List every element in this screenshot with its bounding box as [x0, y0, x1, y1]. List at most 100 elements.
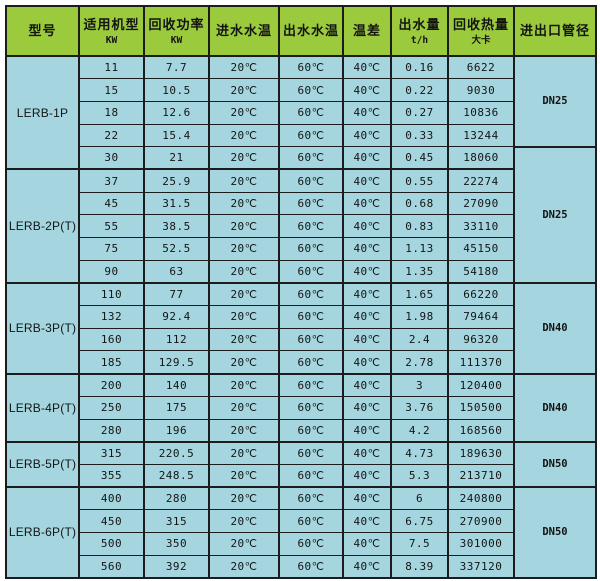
- temp-diff-cell: 40℃: [342, 281, 391, 306]
- header-cell-applicable-kw: 适用机型 KW: [78, 5, 144, 57]
- header-label: 适用机型: [83, 16, 140, 32]
- inlet-temp-cell: 20℃: [208, 418, 279, 442]
- table-row: LERB-1P 11 7.7 20℃ 60℃ 40℃ 0.16 6622 DN25: [5, 55, 596, 170]
- table-row: LERB-2P(T) 37 25.9 20℃ 60℃ 40℃ 0.55 22274: [5, 168, 596, 283]
- applicable-kw-cell: 15: [78, 78, 144, 102]
- temp-diff-cell: 40℃: [342, 191, 391, 215]
- heat-cell: 79464: [447, 305, 514, 329]
- heat-cell: 9030: [447, 78, 514, 102]
- applicable-kw-cell: 11: [78, 55, 144, 79]
- temp-diff-cell: 40℃: [342, 463, 391, 488]
- pipe-cell: DN40: [513, 281, 596, 374]
- applicable-kw-cell: 90: [78, 259, 144, 283]
- outlet-temp-cell: 60℃: [278, 146, 343, 170]
- outlet-temp-cell: 60℃: [278, 123, 343, 147]
- inlet-temp-cell: 20℃: [208, 123, 279, 147]
- outlet-temp-cell: 60℃: [278, 440, 343, 465]
- heat-cell: 96320: [447, 327, 514, 351]
- inlet-temp-cell: 20℃: [208, 281, 279, 306]
- temp-diff-cell: 40℃: [342, 123, 391, 147]
- inlet-temp-cell: 20℃: [208, 440, 279, 465]
- table-row: 185 129.5 20℃ 60℃ 40℃ 2.78 111370: [6, 350, 596, 374]
- temp-diff-cell: 40℃: [342, 350, 391, 374]
- temp-diff-cell: 40℃: [342, 214, 391, 238]
- flow-cell: 6: [390, 486, 448, 510]
- flow-cell: 1.13: [390, 237, 448, 261]
- heat-cell: 301000: [447, 531, 514, 556]
- flow-cell: 0.55: [390, 168, 448, 193]
- header-sublabel: KW: [170, 34, 183, 46]
- heat-cell: 33110: [447, 214, 514, 238]
- flow-cell: 3.76: [390, 395, 448, 419]
- recovery-kw-cell: 220.5: [143, 440, 209, 465]
- model-cell: LERB-5P(T): [5, 440, 79, 488]
- recovery-kw-cell: 31.5: [143, 191, 209, 215]
- temp-diff-cell: 40℃: [342, 327, 391, 351]
- table-row: LERB-6P(T) 400 280 20℃ 60℃ 40℃ 6 240800 DN50: [5, 486, 596, 578]
- table-row: 560 392 20℃ 60℃ 40℃ 8.39 337120: [6, 554, 596, 578]
- table-row: LERB-5P(T) 315 220.5 20℃ 60℃ 40℃ 4.73 189630 DN5…: [5, 440, 596, 488]
- outlet-temp-cell: 60℃: [278, 281, 343, 306]
- temp-diff-cell: 40℃: [342, 259, 391, 283]
- applicable-kw-cell: 500: [78, 531, 144, 556]
- temp-diff-cell: 40℃: [342, 100, 391, 125]
- flow-cell: 0.27: [390, 100, 448, 125]
- temp-diff-cell: 40℃: [342, 168, 391, 193]
- table-row: 450 315 20℃ 60℃ 40℃ 6.75 270900: [6, 509, 596, 533]
- header-label: 进水水温: [215, 22, 272, 38]
- header-label: 回收热量: [452, 16, 509, 32]
- temp-diff-cell: 40℃: [342, 418, 391, 442]
- header-sublabel: t/h: [410, 34, 429, 46]
- recovery-kw-cell: 15.4: [143, 123, 209, 147]
- table-row: 280 196 20℃ 60℃ 40℃ 4.2 168560: [6, 418, 596, 442]
- outlet-temp-cell: 60℃: [278, 100, 343, 125]
- temp-diff-cell: 40℃: [342, 146, 391, 170]
- temp-diff-cell: 40℃: [342, 372, 391, 397]
- flow-cell: 6.75: [390, 509, 448, 533]
- flow-cell: 7.5: [390, 531, 448, 556]
- inlet-temp-cell: 20℃: [208, 237, 279, 261]
- flow-cell: 0.68: [390, 191, 448, 215]
- flow-cell: 2.78: [390, 350, 448, 374]
- header-cell-outlet-temp: 出水水温: [278, 5, 343, 57]
- model-cell: LERB-6P(T): [5, 486, 79, 578]
- pipe-cell: DN40: [513, 372, 596, 442]
- flow-cell: 3: [390, 372, 448, 397]
- outlet-temp-cell: 60℃: [278, 214, 343, 238]
- inlet-temp-cell: 20℃: [208, 100, 279, 125]
- inlet-temp-cell: 20℃: [208, 554, 279, 578]
- outlet-temp-cell: 60℃: [278, 509, 343, 533]
- header-cell-model: 型号: [5, 5, 79, 57]
- applicable-kw-cell: 160: [78, 327, 144, 351]
- header-label: 进出口管径: [519, 22, 590, 38]
- applicable-kw-cell: 315: [78, 440, 144, 465]
- applicable-kw-cell: 30: [78, 146, 144, 170]
- outlet-temp-cell: 60℃: [278, 395, 343, 419]
- applicable-kw-cell: 400: [78, 486, 144, 510]
- pipe-cell: DN50: [513, 440, 596, 488]
- applicable-kw-cell: 185: [78, 350, 144, 374]
- applicable-kw-cell: 280: [78, 418, 144, 442]
- outlet-temp-cell: 60℃: [278, 350, 343, 374]
- table-row: 55 38.5 20℃ 60℃ 40℃ 0.83 33110: [6, 214, 596, 238]
- inlet-temp-cell: 20℃: [208, 531, 279, 556]
- inlet-temp-cell: 20℃: [208, 509, 279, 533]
- inlet-temp-cell: 20℃: [208, 55, 279, 79]
- temp-diff-cell: 40℃: [342, 395, 391, 419]
- outlet-temp-cell: 60℃: [278, 486, 343, 510]
- applicable-kw-cell: 55: [78, 214, 144, 238]
- heat-cell: 66220: [447, 281, 514, 306]
- header-cell-recovery-kw: 回收功率 KW: [143, 5, 209, 57]
- temp-diff-cell: 40℃: [342, 78, 391, 102]
- header-label: 回收功率: [148, 16, 205, 32]
- outlet-temp-cell: 60℃: [278, 327, 343, 351]
- model-cell: LERB-4P(T): [5, 372, 79, 442]
- flow-cell: 4.2: [390, 418, 448, 442]
- table-row: 45 31.5 20℃ 60℃ 40℃ 0.68 27090: [6, 191, 596, 215]
- inlet-temp-cell: 20℃: [208, 372, 279, 397]
- flow-cell: 1.98: [390, 305, 448, 329]
- inlet-temp-cell: 20℃: [208, 463, 279, 488]
- outlet-temp-cell: 60℃: [278, 463, 343, 488]
- pipe-cell: DN25: [513, 145, 596, 283]
- flow-cell: 0.16: [390, 55, 448, 79]
